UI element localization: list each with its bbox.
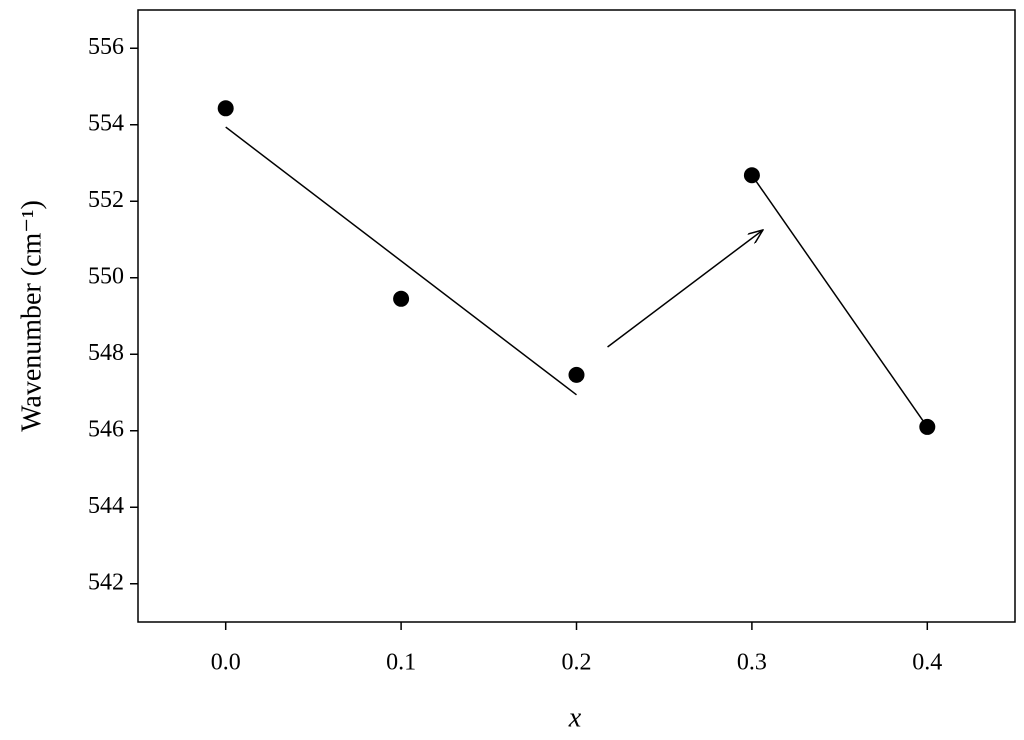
y-axis-label: Wavenumber (cm⁻¹): [16, 200, 47, 432]
y-tick-label: 548: [88, 340, 124, 366]
y-tick-label: 544: [88, 493, 124, 519]
y-tick-label: 550: [88, 263, 124, 289]
data-point: [217, 100, 234, 117]
x-axis-label: x: [568, 702, 582, 733]
x-tick-label: 0.4: [912, 650, 942, 676]
fit-line: [225, 126, 577, 396]
y-tick-label: 554: [88, 110, 124, 136]
x-tick-label: 0.3: [737, 650, 767, 676]
plot-frame: [137, 9, 1016, 623]
x-tick-label: 0.0: [211, 650, 241, 676]
data-point: [743, 167, 760, 184]
fit-line: [751, 174, 928, 428]
x-tick-label: 0.2: [562, 650, 592, 676]
y-tick-label: 552: [88, 187, 124, 213]
data-point: [919, 418, 936, 435]
arrow: [607, 230, 763, 348]
y-tick-label: 556: [88, 34, 124, 60]
x-tick-label: 0.1: [386, 650, 416, 676]
y-tick-label: 546: [88, 416, 124, 442]
data-point: [393, 290, 410, 307]
y-tick-label: 542: [88, 569, 124, 595]
data-point: [568, 366, 585, 383]
